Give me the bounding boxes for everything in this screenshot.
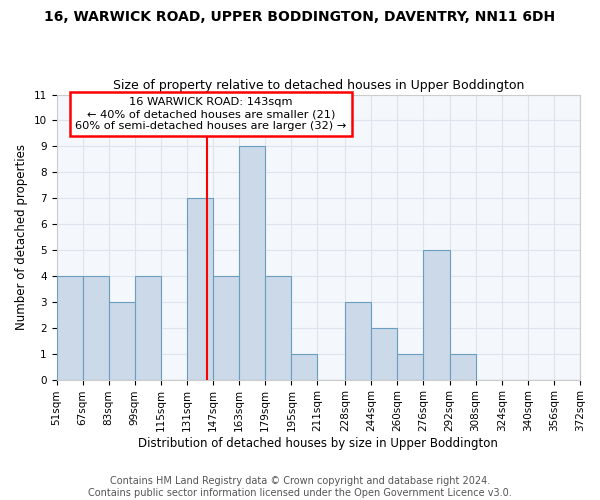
- Bar: [371, 328, 397, 380]
- Bar: [424, 250, 449, 380]
- Bar: [239, 146, 265, 380]
- Bar: [292, 354, 317, 380]
- Text: 16 WARWICK ROAD: 143sqm
← 40% of detached houses are smaller (21)
60% of semi-de: 16 WARWICK ROAD: 143sqm ← 40% of detache…: [76, 98, 347, 130]
- Title: Size of property relative to detached houses in Upper Boddington: Size of property relative to detached ho…: [113, 79, 524, 92]
- Bar: [397, 354, 424, 380]
- Y-axis label: Number of detached properties: Number of detached properties: [15, 144, 28, 330]
- Bar: [213, 276, 239, 380]
- Bar: [83, 276, 109, 380]
- X-axis label: Distribution of detached houses by size in Upper Boddington: Distribution of detached houses by size …: [139, 437, 498, 450]
- Bar: [187, 198, 213, 380]
- Bar: [265, 276, 292, 380]
- Text: Contains HM Land Registry data © Crown copyright and database right 2024.
Contai: Contains HM Land Registry data © Crown c…: [88, 476, 512, 498]
- Bar: [109, 302, 135, 380]
- Bar: [449, 354, 476, 380]
- Bar: [135, 276, 161, 380]
- Bar: [56, 276, 83, 380]
- Bar: [345, 302, 371, 380]
- Text: 16, WARWICK ROAD, UPPER BODDINGTON, DAVENTRY, NN11 6DH: 16, WARWICK ROAD, UPPER BODDINGTON, DAVE…: [44, 10, 556, 24]
